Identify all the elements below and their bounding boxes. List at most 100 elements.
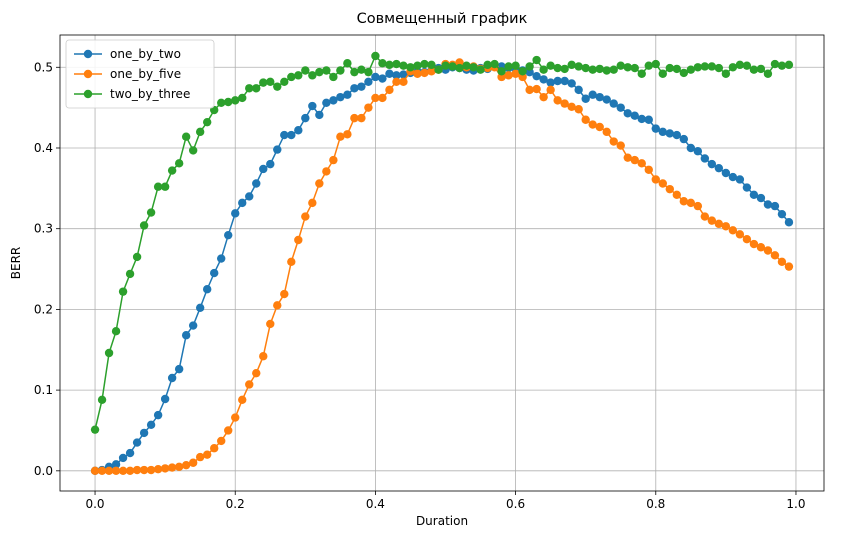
data-point: [686, 143, 696, 153]
data-point: [483, 60, 492, 70]
data-point: [637, 159, 646, 168]
data-point: [560, 64, 569, 74]
data-point: [364, 103, 373, 112]
data-point: [784, 218, 794, 227]
data-point: [588, 65, 597, 74]
data-point: [146, 208, 156, 217]
data-point: [630, 111, 639, 120]
data-point: [777, 257, 787, 266]
data-point: [174, 462, 184, 471]
data-point: [132, 438, 142, 447]
data-point: [371, 72, 380, 82]
data-point: [167, 463, 177, 472]
data-point: [217, 254, 226, 263]
data-point: [357, 65, 366, 74]
data-point: [167, 166, 177, 175]
data-point: [616, 141, 625, 150]
data-point: [679, 197, 689, 206]
data-point: [301, 113, 310, 123]
data-point: [280, 77, 289, 87]
data-point: [756, 243, 766, 252]
data-point: [322, 98, 331, 107]
data-point: [181, 132, 191, 141]
data-point: [539, 65, 548, 74]
series-two_by_three: [90, 51, 794, 434]
data-point: [287, 72, 296, 82]
data-point: [616, 61, 625, 70]
data-point: [385, 60, 394, 70]
data-point: [188, 458, 198, 467]
data-point: [188, 146, 198, 155]
data-point: [658, 69, 667, 78]
data-point: [707, 216, 717, 225]
legend-marker: [83, 49, 93, 59]
data-point: [111, 460, 121, 469]
data-point: [511, 69, 520, 78]
x-axis-label: Duration: [416, 514, 468, 528]
data-point: [546, 78, 555, 87]
data-point: [238, 395, 247, 404]
y-tick-label: 0.2: [34, 302, 53, 316]
data-point: [553, 63, 562, 73]
y-tick-label: 0.5: [34, 60, 53, 74]
data-point: [266, 319, 275, 329]
data-point: [532, 55, 541, 65]
data-point: [118, 287, 128, 296]
data-point: [623, 153, 632, 162]
data-point: [679, 134, 689, 144]
data-point: [153, 465, 163, 474]
data-point: [693, 201, 703, 211]
data-point: [749, 65, 759, 74]
data-point: [104, 466, 114, 476]
y-tick-label: 0.1: [34, 383, 53, 397]
data-point: [139, 221, 149, 230]
data-point: [567, 102, 576, 112]
data-point: [343, 59, 352, 68]
data-point: [763, 200, 773, 209]
plot-series: [90, 51, 794, 476]
data-point: [301, 66, 310, 75]
data-point: [125, 466, 135, 476]
data-point: [406, 63, 415, 72]
data-point: [525, 85, 534, 95]
data-point: [532, 84, 541, 94]
data-point: [90, 466, 100, 476]
data-point: [378, 93, 387, 103]
data-point: [560, 76, 569, 86]
data-point: [546, 61, 555, 70]
data-point: [210, 444, 219, 453]
data-point: [595, 122, 604, 132]
data-point: [413, 69, 422, 78]
data-point: [280, 289, 289, 299]
data-point: [399, 70, 408, 79]
x-tick-label: 0.4: [366, 497, 385, 511]
data-point: [139, 428, 149, 438]
data-point: [357, 113, 366, 123]
data-point: [153, 182, 163, 191]
legend-item: one_by_five: [74, 67, 181, 81]
data-point: [125, 269, 135, 279]
data-point: [202, 117, 212, 127]
data-point: [763, 69, 773, 78]
chart-title: Совмещенный график: [357, 11, 528, 27]
data-point: [525, 62, 534, 71]
data-point: [637, 114, 646, 124]
data-point: [160, 182, 170, 191]
data-point: [518, 67, 527, 76]
data-point: [385, 85, 394, 95]
data-point: [195, 452, 205, 462]
data-point: [420, 59, 429, 69]
data-point: [385, 69, 394, 78]
data-point: [378, 74, 387, 83]
data-point: [735, 175, 745, 184]
data-point: [111, 466, 121, 476]
data-point: [574, 62, 583, 71]
data-point: [630, 155, 639, 165]
x-tick-label: 1.0: [786, 497, 805, 511]
y-tick-label: 0.0: [34, 464, 53, 478]
data-point: [679, 68, 689, 78]
data-point: [97, 395, 107, 404]
data-point: [742, 183, 752, 192]
data-point: [315, 110, 324, 120]
